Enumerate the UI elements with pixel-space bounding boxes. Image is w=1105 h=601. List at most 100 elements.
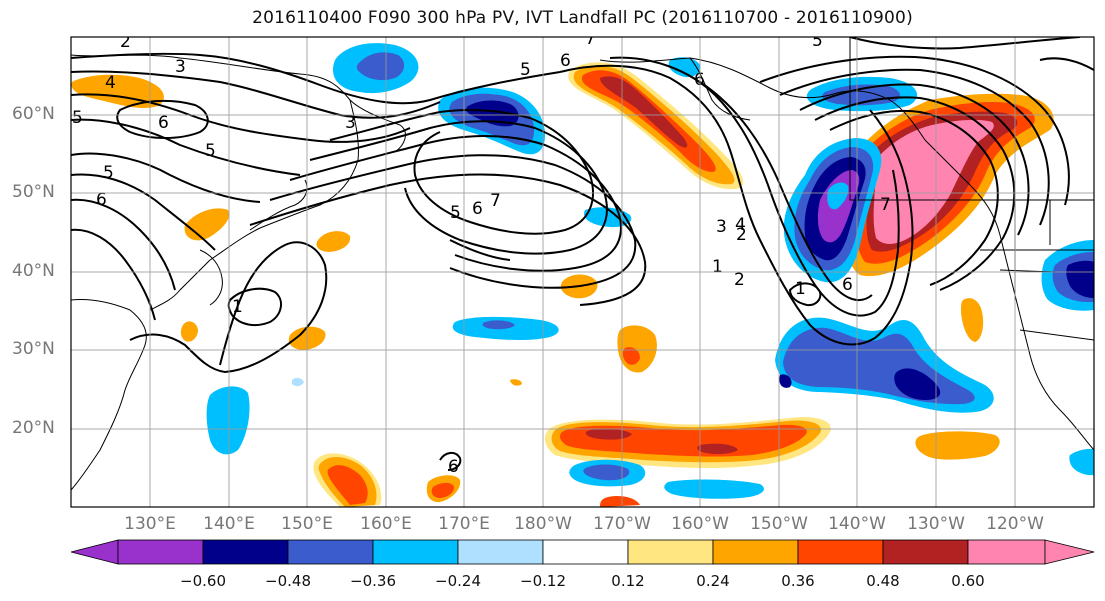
contour-label: 6 — [472, 199, 483, 219]
contour-label: 1 — [795, 279, 806, 299]
negative-shading — [466, 100, 519, 127]
negative-shading — [1066, 260, 1094, 298]
negative-shading — [664, 479, 764, 499]
positive-shading — [510, 379, 522, 386]
pv-contours — [71, 37, 1094, 471]
negative-shading — [1069, 448, 1094, 476]
positive-shading — [873, 119, 994, 244]
contour-label: 6 — [842, 275, 853, 295]
positive-shading — [622, 347, 640, 365]
colorbar-extend-low — [70, 539, 119, 565]
contour-label: 6 — [96, 190, 107, 210]
contour-label: 1 — [232, 297, 243, 317]
contour-label: 3 — [345, 113, 356, 133]
contour-label: 1 — [712, 257, 723, 277]
contour-label: 5 — [812, 31, 823, 51]
lat-label: 20°N — [12, 418, 55, 438]
positive-shading — [961, 298, 984, 342]
colorbar-extend-high — [1044, 539, 1095, 565]
positive-shading — [915, 431, 1000, 460]
contour-labels: 2 3 4 6 3 5 5 6 5 6 5 6 7 5 6 7 2 1 2 1 … — [72, 29, 891, 477]
lon-label: 170°E — [438, 514, 490, 534]
positive-shading — [697, 443, 738, 455]
negative-shading — [356, 52, 405, 81]
positive-shading — [600, 496, 640, 507]
contour-label: 3 — [175, 57, 186, 77]
colorbar-tick-label: −0.24 — [435, 572, 481, 590]
positive-shading — [431, 482, 454, 498]
contour-label: 6 — [694, 70, 705, 90]
lon-label: 150°E — [281, 514, 333, 534]
gridlines — [71, 37, 1094, 507]
colorbar-tick-label: 0.24 — [696, 572, 730, 590]
contour-label: 6 — [448, 457, 459, 477]
colorbar-tick-label: −0.60 — [180, 572, 226, 590]
contour-label: 4 — [105, 73, 116, 93]
contour-label: 6 — [158, 113, 169, 133]
contour-label: 7 — [880, 195, 891, 215]
contour-label: 5 — [450, 203, 461, 223]
colorbar-tick-label: −0.36 — [350, 572, 396, 590]
colorbar-tick-label: 0.36 — [781, 572, 815, 590]
lon-label: 160°E — [360, 514, 412, 534]
colorbar-segment — [287, 539, 374, 565]
colorbar-tick-label: 0.48 — [866, 572, 900, 590]
negative-shading — [894, 368, 941, 400]
contour-label: 3 — [716, 217, 727, 237]
contour-label: 5 — [72, 108, 83, 128]
contour-label: 4 — [735, 215, 746, 235]
negative-shading — [822, 84, 901, 106]
colorbar-segment — [372, 539, 459, 565]
lat-label: 40°N — [12, 261, 55, 281]
contour-label: 5 — [205, 141, 216, 161]
positive-shading — [585, 428, 632, 440]
colorbar-segment — [627, 539, 714, 565]
positive-shading — [327, 465, 368, 505]
lon-label: 180°W — [514, 514, 572, 534]
negative-shading — [206, 386, 250, 455]
colorbar-segment — [202, 539, 289, 565]
contour-label: 6 — [560, 51, 571, 71]
contour-label: 5 — [103, 163, 114, 183]
colorbar-segment — [117, 539, 204, 565]
lon-label: 140°W — [828, 514, 886, 534]
colorbar-tick-label: −0.12 — [520, 572, 566, 590]
positive-shading — [316, 231, 351, 252]
lon-label: 160°W — [671, 514, 729, 534]
colorbar — [70, 539, 1095, 565]
map-title: 2016110400 F090 300 hPa PV, IVT Landfall… — [252, 8, 913, 28]
positive-shading — [180, 321, 198, 342]
colorbar-tick-label: 0.12 — [611, 572, 645, 590]
contour-label: 2 — [734, 270, 745, 290]
colorbar-segment — [882, 539, 969, 565]
contour-label: 7 — [585, 29, 596, 49]
lon-label: 130°W — [907, 514, 965, 534]
negative-shading — [827, 182, 849, 210]
lon-label: 150°W — [750, 514, 808, 534]
contour-label: 5 — [520, 60, 531, 80]
colorbar-tick-label: 0.60 — [951, 572, 985, 590]
colorbar-segment — [712, 539, 799, 565]
negative-shading — [583, 464, 630, 481]
negative-shading — [292, 377, 304, 387]
negative-shading — [779, 374, 792, 388]
colorbar-segment — [797, 539, 884, 565]
colorbar-tick-label: −0.48 — [265, 572, 311, 590]
colorbar-segment — [457, 539, 544, 565]
contour-label: 2 — [736, 225, 747, 245]
lat-label: 30°N — [12, 339, 55, 359]
contour-label: 2 — [120, 32, 131, 52]
contour-label: 7 — [490, 191, 501, 211]
lon-label: 120°W — [986, 514, 1044, 534]
negative-shading — [668, 57, 701, 78]
negative-shading — [482, 320, 515, 330]
lat-label: 60°N — [12, 104, 55, 124]
colorbar-segment — [542, 539, 629, 565]
colorbar-segment — [967, 539, 1046, 565]
negative-shading — [584, 207, 632, 228]
lat-label: 50°N — [12, 182, 55, 202]
lon-label: 130°E — [124, 514, 176, 534]
lon-label: 140°E — [203, 514, 255, 534]
plot-border — [70, 36, 1095, 508]
